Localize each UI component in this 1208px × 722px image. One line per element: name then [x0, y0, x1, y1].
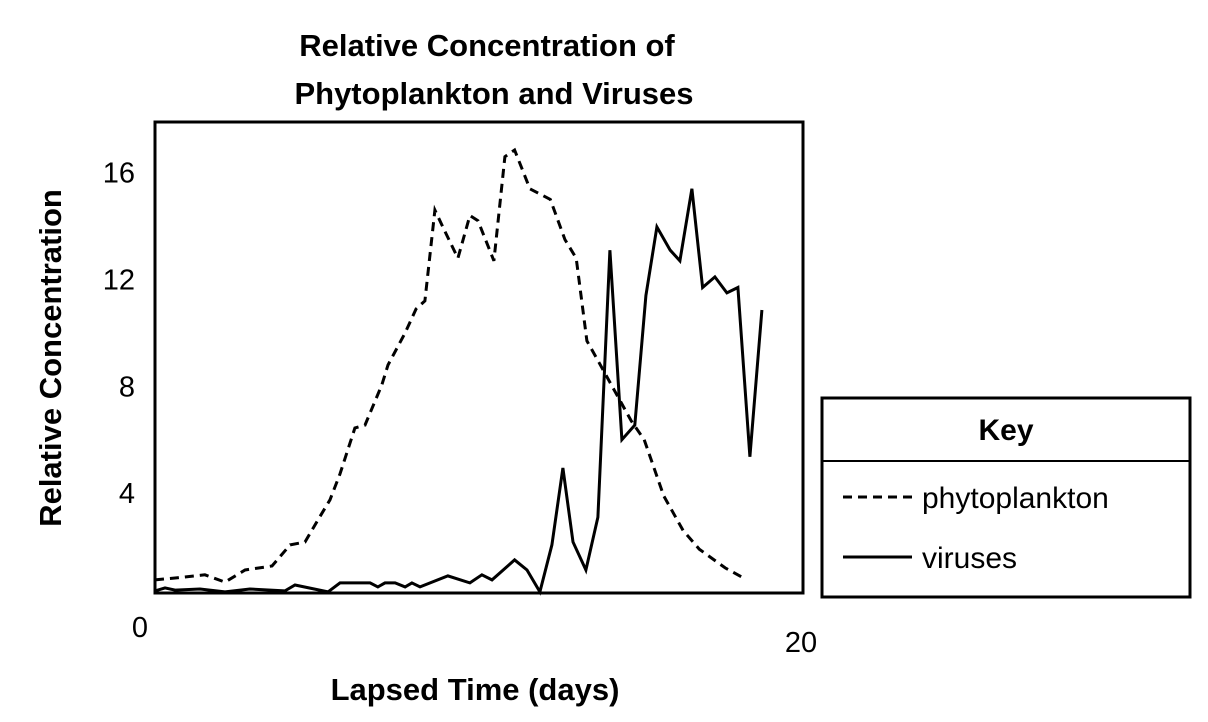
y-tick-label-8: 8 — [119, 371, 135, 403]
y-tick-label-4: 4 — [119, 478, 135, 510]
chart-title-line-2: Phytoplankton and Viruses — [294, 76, 693, 111]
y-axis-label: Relative Concentration — [33, 189, 68, 527]
legend-title: Key — [978, 414, 1033, 447]
y-tick-label-12: 12 — [103, 265, 135, 297]
plot-frame — [153, 120, 805, 595]
x-axis-label: Lapsed Time (days) — [331, 672, 620, 707]
legend-label-viruses: viruses — [922, 542, 1017, 575]
y-tick-label-16: 16 — [103, 158, 135, 190]
legend: Key phytoplankton viruses — [820, 396, 1192, 599]
y-tick-labels: 4 8 12 16 — [103, 158, 135, 510]
x-tick-label-0: 0 — [132, 612, 148, 644]
series-line-phytoplankton — [154, 147, 746, 584]
legend-label-phytoplankton: phytoplankton — [922, 482, 1109, 515]
series-layer — [154, 147, 764, 596]
series-line-viruses — [154, 188, 764, 596]
chart-title-line-1: Relative Concentration of — [299, 28, 675, 63]
x-tick-label-20: 20 — [785, 627, 817, 659]
legend-box — [820, 396, 1192, 599]
